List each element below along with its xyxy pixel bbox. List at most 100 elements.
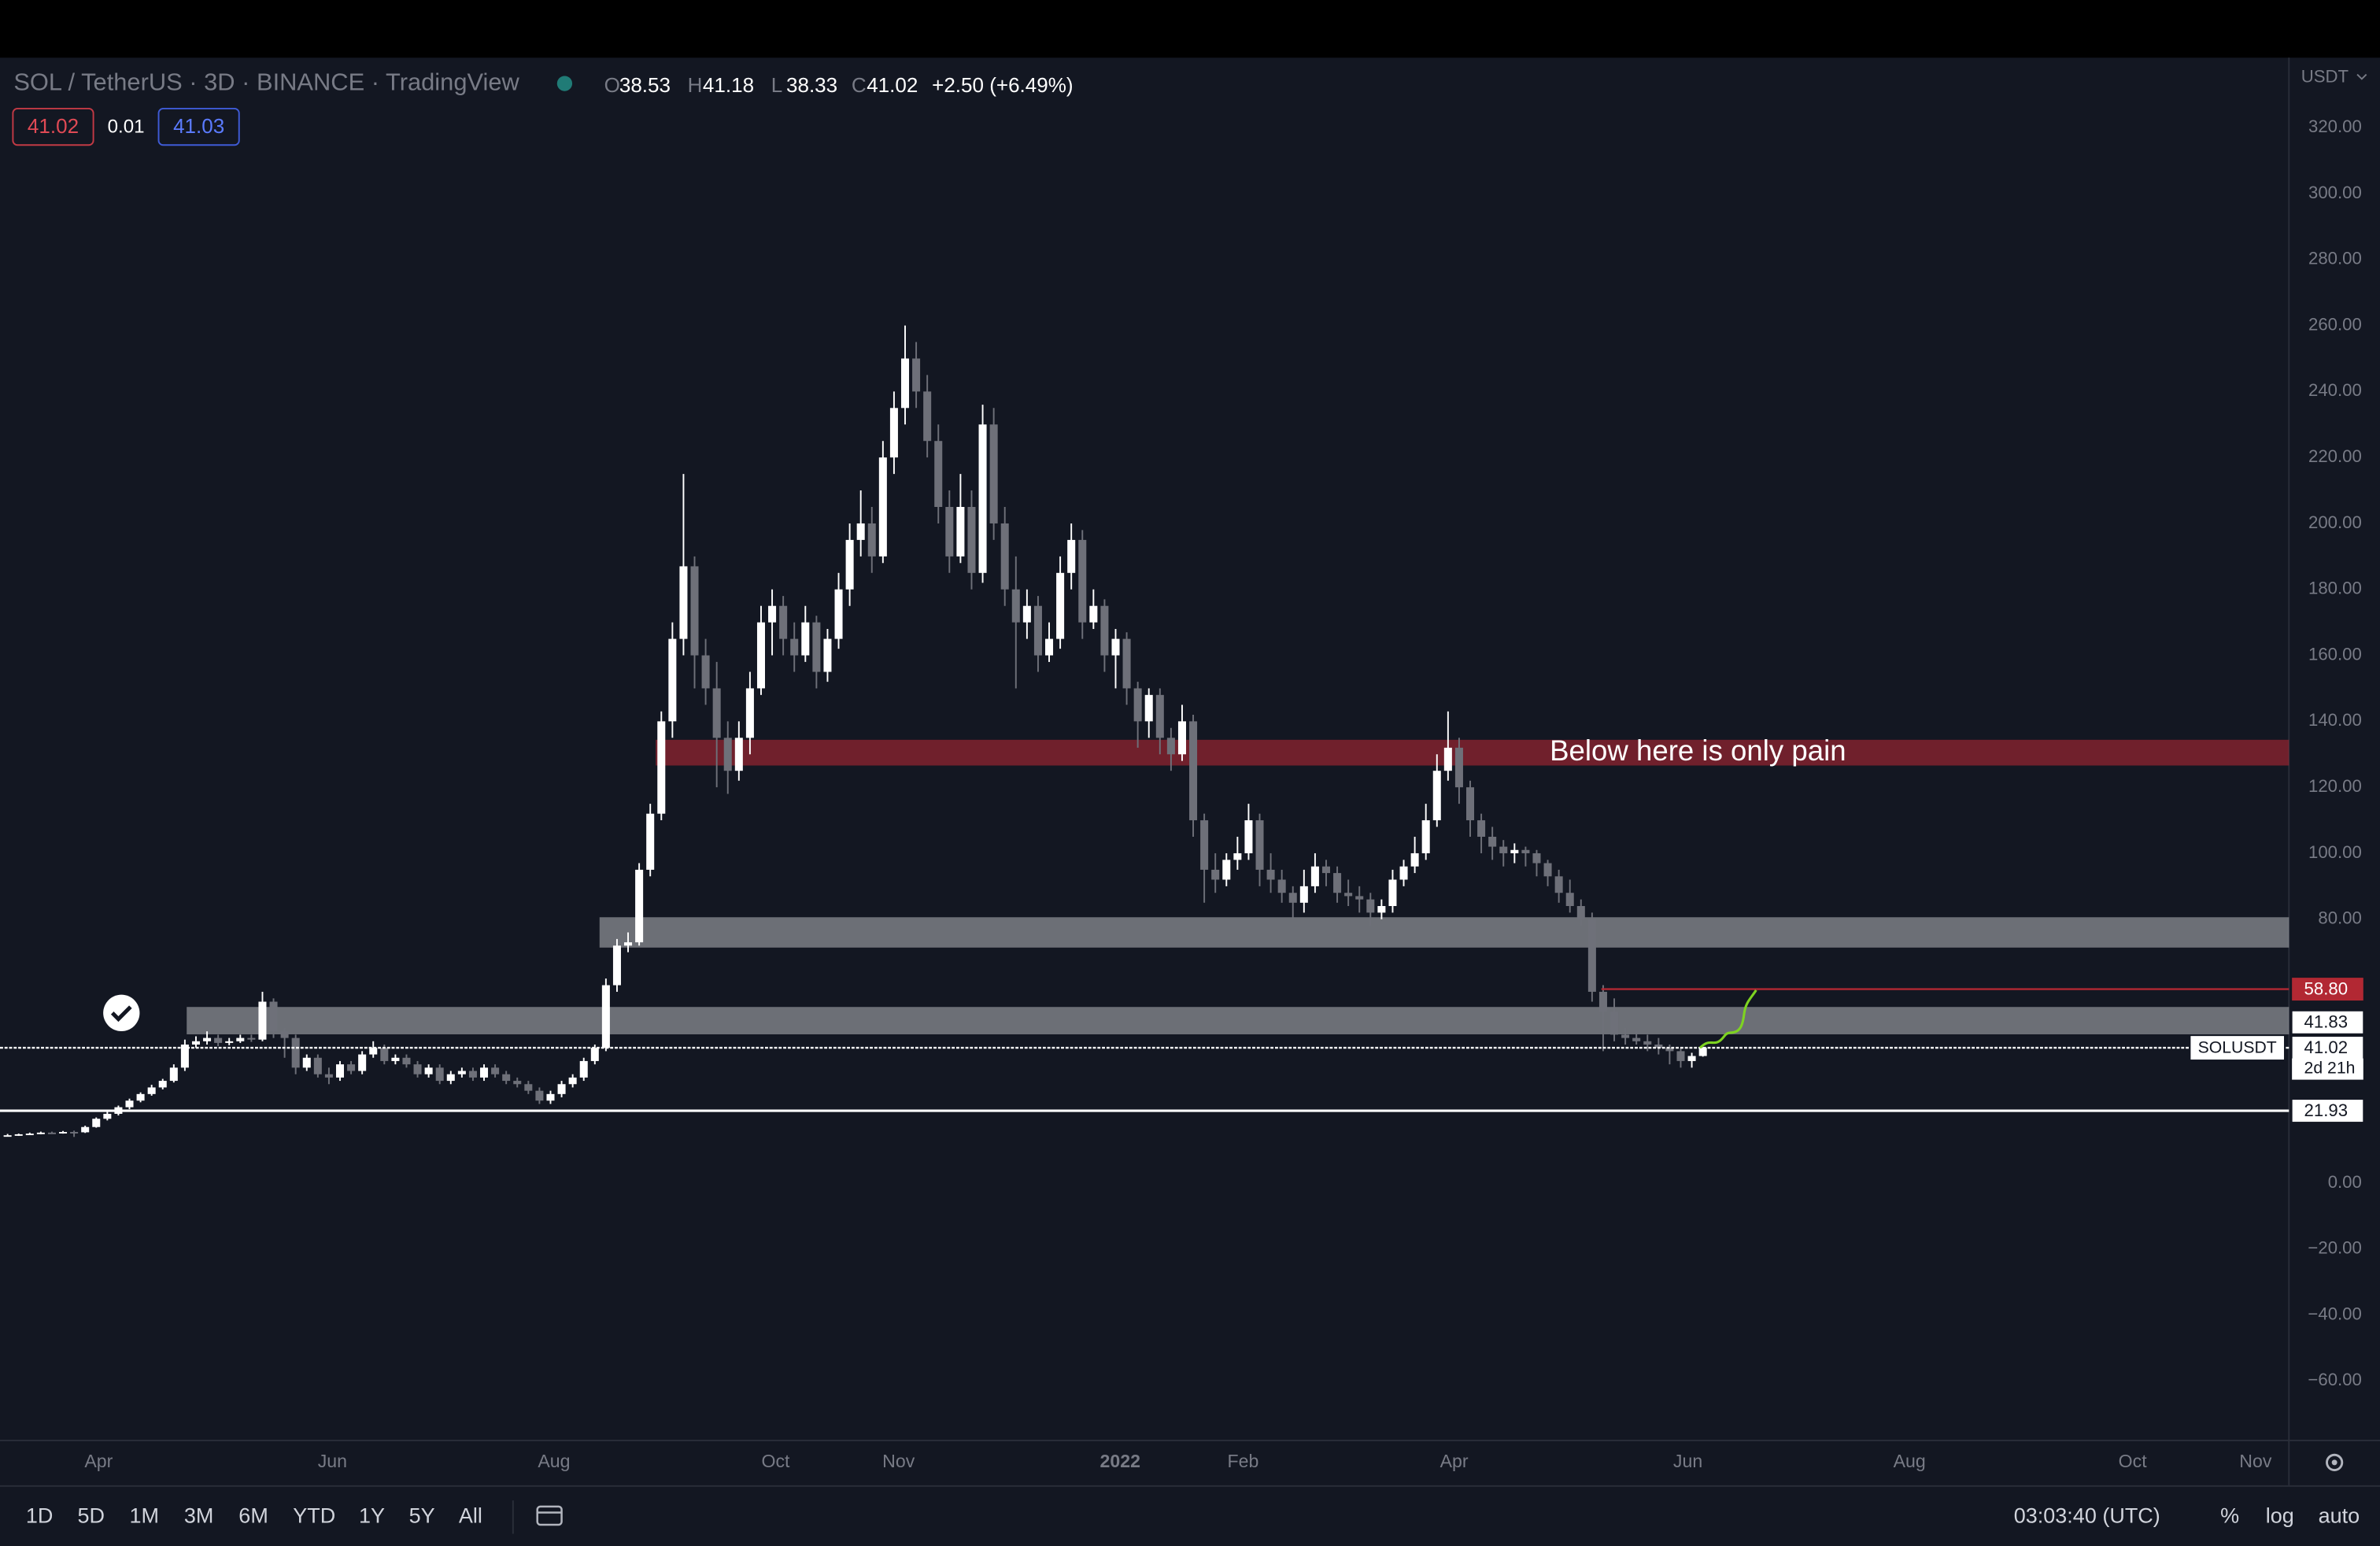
- candle-body: [834, 589, 843, 639]
- candle-body: [169, 1067, 178, 1082]
- top-bar: [0, 0, 2380, 58]
- candle-body: [1587, 919, 1596, 992]
- range-button[interactable]: 3M: [184, 1503, 214, 1527]
- candle-body: [723, 738, 732, 771]
- candle-body: [1189, 721, 1198, 821]
- candle-body: [712, 688, 721, 738]
- candle-body: [513, 1081, 522, 1085]
- candle-body: [14, 1134, 23, 1136]
- candle-body: [1598, 991, 1607, 1012]
- candle-body: [402, 1057, 411, 1065]
- y-tick-label: 180.00: [2308, 579, 2362, 598]
- candle-body: [1288, 893, 1297, 903]
- candle-body: [1111, 638, 1120, 656]
- candle-body: [734, 738, 743, 771]
- candle-body: [989, 424, 998, 523]
- ohlc-value: 41.02: [867, 73, 918, 97]
- range-button[interactable]: 6M: [238, 1503, 268, 1527]
- candle-body: [679, 566, 688, 639]
- candle-body: [845, 539, 854, 590]
- candle-body: [1388, 879, 1397, 906]
- candle-body: [568, 1077, 577, 1085]
- range-button[interactable]: All: [459, 1503, 482, 1527]
- log-toggle[interactable]: log: [2266, 1503, 2294, 1527]
- candle-body: [1321, 866, 1331, 874]
- candle-body: [790, 638, 799, 656]
- candle-body: [1100, 605, 1109, 656]
- candle-body: [1277, 879, 1286, 893]
- candle-body: [823, 638, 832, 672]
- candle-body: [302, 1057, 311, 1068]
- y-tick-label: 100.00: [2308, 842, 2362, 862]
- x-tick-label: Nov: [882, 1451, 915, 1471]
- candle-body: [1211, 869, 1220, 880]
- candle-body: [347, 1064, 356, 1071]
- candle-body: [646, 813, 655, 870]
- ohlc-value: 38.33: [786, 73, 837, 97]
- zone: [599, 917, 2289, 948]
- ohlc-value: 38.53: [619, 73, 671, 97]
- candle-body: [1466, 787, 1475, 821]
- symbol-tag-bg: [2190, 1035, 2285, 1061]
- range-button[interactable]: YTD: [293, 1503, 335, 1527]
- price-badge-label: 41.83: [2304, 1012, 2348, 1032]
- y-tick-label: 220.00: [2308, 446, 2362, 466]
- candle-body: [1000, 523, 1009, 590]
- candle-body: [358, 1054, 367, 1071]
- price-badge: [2291, 1036, 2364, 1060]
- projection-drawing: [1698, 989, 1757, 1049]
- ask-box[interactable]: [157, 107, 240, 146]
- bid[interactable]: 41.02: [28, 114, 79, 138]
- candle-body: [1310, 866, 1319, 886]
- settings-icon[interactable]: [2326, 1453, 2344, 1471]
- clock[interactable]: 03:03:40 (UTC): [2014, 1503, 2160, 1527]
- candle-body: [701, 655, 710, 689]
- range-button[interactable]: 1M: [129, 1503, 159, 1527]
- candle-body: [867, 523, 876, 557]
- candle-body: [1222, 860, 1231, 880]
- candle-body: [1665, 1048, 1674, 1052]
- percent-toggle[interactable]: %: [2220, 1503, 2239, 1527]
- candle-body: [801, 622, 810, 656]
- candle-body: [413, 1064, 422, 1074]
- candle-body: [1521, 849, 1530, 853]
- date-range-icon[interactable]: [536, 1505, 563, 1526]
- candle-body: [745, 688, 754, 738]
- candle-body: [1621, 1034, 1630, 1038]
- annotation: Below here is only pain: [1550, 734, 1846, 767]
- price-badge: [2292, 978, 2363, 1001]
- candle-body: [103, 1113, 112, 1119]
- candle-body: [258, 1001, 267, 1040]
- range-button[interactable]: 5D: [77, 1503, 105, 1527]
- candle-body: [291, 1037, 300, 1068]
- range-button[interactable]: 5Y: [409, 1503, 435, 1527]
- candle-body: [978, 424, 987, 573]
- y-tick-label: −40.00: [2308, 1304, 2361, 1323]
- ui-layer: 320.00 300.00 280.00 260.00 240.00 220.00 200.…: [12, 66, 2364, 1527]
- range-button[interactable]: 1D: [26, 1503, 54, 1527]
- candle-body: [524, 1084, 533, 1091]
- candle-body: [391, 1057, 400, 1061]
- candle-body: [1565, 893, 1574, 906]
- candle-body: [225, 1041, 234, 1043]
- candle-body: [1399, 866, 1408, 880]
- candle-body: [856, 523, 865, 540]
- candle-body: [635, 869, 644, 943]
- x-tick-label: Oct: [2119, 1451, 2148, 1471]
- candle-body: [125, 1100, 134, 1108]
- candle-body: [557, 1084, 566, 1094]
- candle-body: [1022, 605, 1031, 623]
- candle-body: [1266, 869, 1275, 880]
- candle-body: [203, 1037, 212, 1041]
- bid-box[interactable]: [12, 107, 94, 146]
- range-button[interactable]: 1Y: [359, 1503, 385, 1527]
- y-tick-label: 320.00: [2308, 117, 2362, 136]
- auto-toggle[interactable]: auto: [2319, 1503, 2360, 1527]
- ask[interactable]: 41.03: [173, 114, 224, 138]
- check-icon: [103, 994, 140, 1031]
- x-tick-label: Nov: [2239, 1451, 2272, 1471]
- x-tick-label: Oct: [762, 1451, 791, 1471]
- candle-body: [1155, 694, 1164, 738]
